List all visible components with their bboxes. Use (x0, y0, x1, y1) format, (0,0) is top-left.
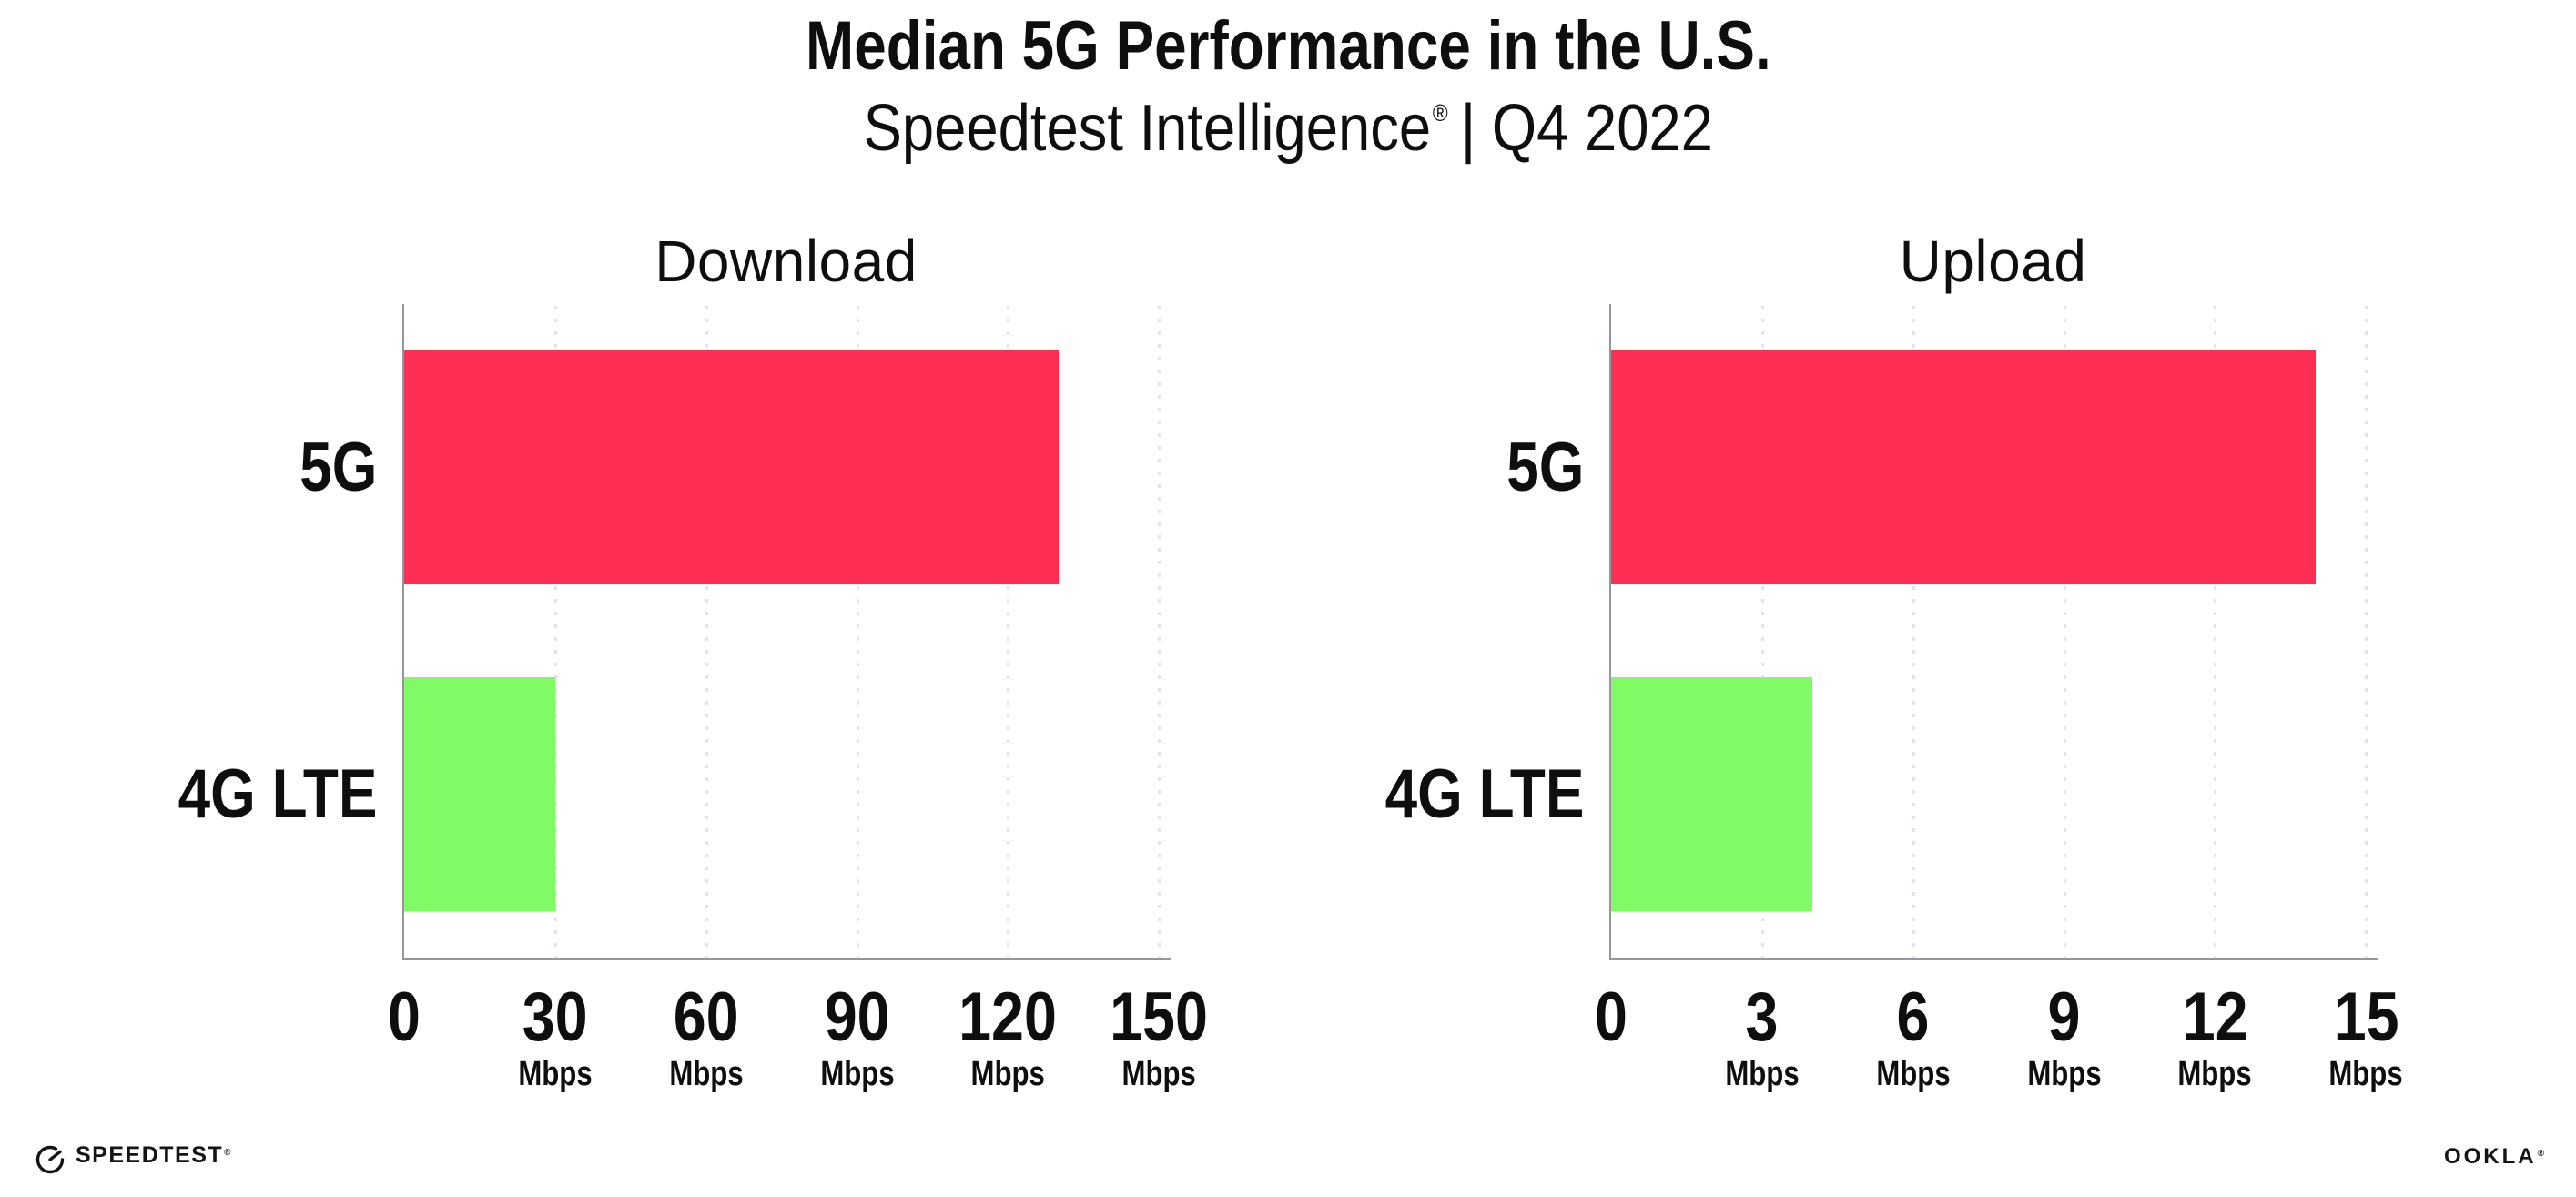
gridline-60 (705, 306, 708, 958)
subtitle-brand: Speedtest Intelligence (863, 92, 1431, 165)
chart-download: Download 0 30 Mbps 60 Mbps 90 Mbps 120 Mbps 150 Mb… (129, 218, 1208, 1138)
page-title-text: Median 5G Performance in the U.S. (805, 7, 1771, 85)
x-axis-tick-60: 60 Mbps (661, 979, 751, 1093)
gridline-12 (2214, 306, 2217, 958)
x-tick-unit: Mbps (1725, 1055, 1800, 1093)
chart-upload: Upload 0 3 Mbps 6 Mbps 9 Mbps 12 Mbps 15 Mbps 5G 4G… (1336, 218, 2403, 1138)
x-tick-unit: Mbps (970, 1055, 1046, 1093)
bar-4g-lte (1611, 677, 1813, 911)
gridline-6 (1912, 306, 1915, 958)
x-tick-unit: Mbps (2328, 1055, 2403, 1093)
speedtest-registered-mark: ® (224, 1148, 233, 1158)
bar-5g (404, 350, 1059, 584)
bar-5g (1611, 350, 2316, 584)
x-tick-value: 0 (1595, 979, 1628, 1056)
x-tick-value: 90 (824, 979, 890, 1056)
x-tick-value: 120 (958, 979, 1058, 1056)
x-axis-tick-9: 9 Mbps (2019, 979, 2109, 1093)
gridline-15 (2365, 306, 2368, 958)
x-tick-value: 9 (2047, 979, 2081, 1056)
gridline-120 (1007, 306, 1010, 958)
gridline-3 (1760, 306, 1764, 958)
gridline-90 (856, 306, 859, 958)
plot-area-download: 0 30 Mbps 60 Mbps 90 Mbps 120 Mbps 150 Mbps (388, 304, 1208, 1092)
x-tick-value: 30 (522, 979, 588, 1056)
x-axis-tick-30: 30 Mbps (510, 979, 600, 1093)
speedtest-gauge-icon (33, 1141, 67, 1175)
gridline-150 (1158, 306, 1161, 958)
x-tick-unit: Mbps (2026, 1055, 2102, 1093)
x-tick-value: 0 (388, 979, 421, 1056)
x-tick-value: 150 (1110, 979, 1209, 1056)
x-axis-tick-12: 12 Mbps (2170, 979, 2260, 1093)
y-axis-label-4g-lte: 4G LTE (1384, 755, 1584, 833)
charts-row: Download 0 30 Mbps 60 Mbps 90 Mbps 120 Mbps 150 Mb… (129, 218, 2403, 1138)
bar-4g-lte (404, 677, 555, 911)
ookla-wordmark: OOKLA (2443, 1144, 2537, 1169)
ookla-registered-mark: ® (2537, 1149, 2547, 1159)
x-axis-tick-15: 15 Mbps (2321, 979, 2411, 1093)
x-tick-unit: Mbps (1875, 1055, 1951, 1093)
x-axis-tick-0: 0 (1592, 979, 1630, 1056)
x-tick-unit: Mbps (819, 1055, 895, 1093)
page-title: Median 5G Performance in the U.S. (0, 7, 2576, 85)
registered-mark: ® (1432, 100, 1448, 127)
chart-title-download: Download (654, 228, 918, 294)
subtitle-quarter: | Q4 2022 (1460, 92, 1713, 165)
y-axis-label-5g: 5G (299, 428, 377, 506)
gridline-30 (553, 306, 557, 958)
plot-area-upload: 0 3 Mbps 6 Mbps 9 Mbps 12 Mbps 15 Mbps (1595, 304, 2403, 1092)
x-tick-value: 6 (1896, 979, 1930, 1056)
x-tick-value: 60 (673, 979, 739, 1056)
x-tick-unit: Mbps (668, 1055, 744, 1093)
x-tick-unit: Mbps (518, 1055, 593, 1093)
x-axis-tick-150: 150 Mbps (1101, 979, 1217, 1093)
speedtest-logo: SPEEDTEST® (33, 1138, 232, 1178)
x-axis-tick-3: 3 Mbps (1717, 979, 1807, 1093)
x-tick-value: 15 (2333, 979, 2399, 1056)
page-subtitle: Speedtest Intelligence® | Q4 2022 (0, 95, 2576, 177)
x-tick-value: 12 (2182, 979, 2248, 1056)
x-tick-unit: Mbps (2177, 1055, 2253, 1093)
y-axis-label-5g: 5G (1506, 428, 1584, 506)
x-tick-value: 3 (1745, 979, 1779, 1056)
ookla-logo: OOKLA® (2444, 1143, 2547, 1175)
y-axis-label-4g-lte: 4G LTE (177, 755, 377, 833)
x-axis-tick-90: 90 Mbps (812, 979, 902, 1093)
gridline-9 (2063, 306, 2066, 958)
speedtest-wordmark: SPEEDTEST® (76, 1142, 233, 1168)
x-axis-tick-0: 0 (385, 979, 423, 1056)
chart-title-upload: Upload (1899, 228, 2087, 294)
x-tick-unit: Mbps (1121, 1055, 1196, 1093)
x-axis-tick-6: 6 Mbps (1868, 979, 1958, 1093)
x-axis-tick-120: 120 Mbps (950, 979, 1066, 1093)
